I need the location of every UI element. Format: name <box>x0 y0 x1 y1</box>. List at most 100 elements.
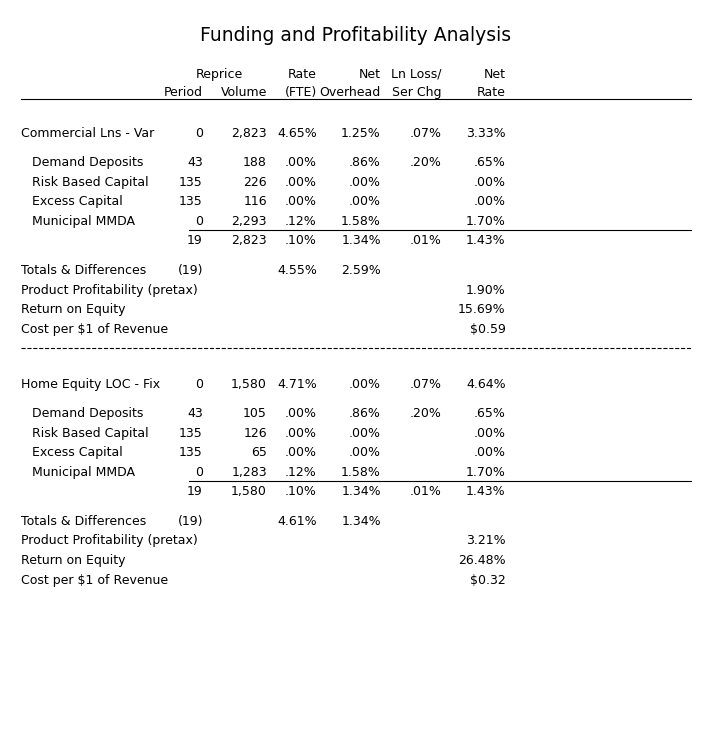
Text: $0.32: $0.32 <box>470 574 506 587</box>
Text: .10%: .10% <box>285 234 317 247</box>
Text: Overhead: Overhead <box>320 87 381 100</box>
Text: $0.59: $0.59 <box>470 323 506 336</box>
Text: 135: 135 <box>179 427 203 440</box>
Text: 0: 0 <box>195 466 203 479</box>
Text: 65: 65 <box>251 446 267 459</box>
Text: Period: Period <box>164 87 203 100</box>
Text: .00%: .00% <box>473 176 506 188</box>
Text: Reprice: Reprice <box>196 68 243 81</box>
Text: Risk Based Capital: Risk Based Capital <box>32 427 149 440</box>
Text: .01%: .01% <box>409 234 441 247</box>
Text: 4.65%: 4.65% <box>277 127 317 139</box>
Text: Return on Equity: Return on Equity <box>21 554 126 567</box>
Text: Cost per $1 of Revenue: Cost per $1 of Revenue <box>21 574 169 587</box>
Text: 135: 135 <box>179 446 203 459</box>
Text: 43: 43 <box>187 407 203 420</box>
Text: 26.48%: 26.48% <box>458 554 506 567</box>
Text: .00%: .00% <box>473 427 506 440</box>
Text: Volume: Volume <box>221 87 267 100</box>
Text: 105: 105 <box>243 407 267 420</box>
Text: Net: Net <box>359 68 381 81</box>
Text: .00%: .00% <box>349 446 381 459</box>
Text: Excess Capital: Excess Capital <box>32 446 122 459</box>
Text: .00%: .00% <box>349 378 381 391</box>
Text: .00%: .00% <box>285 407 317 420</box>
Text: 1.70%: 1.70% <box>466 215 506 228</box>
Text: .20%: .20% <box>409 156 441 169</box>
Text: 1,580: 1,580 <box>231 486 267 498</box>
Text: Home Equity LOC - Fix: Home Equity LOC - Fix <box>21 378 160 391</box>
Text: 226: 226 <box>244 176 267 188</box>
Text: (19): (19) <box>177 264 203 277</box>
Text: 1.25%: 1.25% <box>341 127 381 139</box>
Text: 1,580: 1,580 <box>231 378 267 391</box>
Text: .00%: .00% <box>285 427 317 440</box>
Text: 2,823: 2,823 <box>231 234 267 247</box>
Text: 1.34%: 1.34% <box>341 515 381 528</box>
Text: 4.64%: 4.64% <box>466 378 506 391</box>
Text: 0: 0 <box>195 378 203 391</box>
Text: 19: 19 <box>187 234 203 247</box>
Text: 4.55%: 4.55% <box>277 264 317 277</box>
Text: Product Profitability (pretax): Product Profitability (pretax) <box>21 535 198 547</box>
Text: (19): (19) <box>177 515 203 528</box>
Text: .12%: .12% <box>285 466 317 479</box>
Text: 0: 0 <box>195 215 203 228</box>
Text: Municipal MMDA: Municipal MMDA <box>32 466 135 479</box>
Text: 1.34%: 1.34% <box>341 486 381 498</box>
Text: 43: 43 <box>187 156 203 169</box>
Text: .10%: .10% <box>285 486 317 498</box>
Text: 15.69%: 15.69% <box>458 303 506 316</box>
Text: 1.43%: 1.43% <box>466 486 506 498</box>
Text: 2.59%: 2.59% <box>341 264 381 277</box>
Text: .07%: .07% <box>409 127 441 139</box>
Text: .86%: .86% <box>349 156 381 169</box>
Text: 2,823: 2,823 <box>231 127 267 139</box>
Text: 126: 126 <box>244 427 267 440</box>
Text: Product Profitability (pretax): Product Profitability (pretax) <box>21 284 198 296</box>
Text: Risk Based Capital: Risk Based Capital <box>32 176 149 188</box>
Text: 4.61%: 4.61% <box>277 515 317 528</box>
Text: .00%: .00% <box>285 195 317 208</box>
Text: Excess Capital: Excess Capital <box>32 195 122 208</box>
Text: Totals & Differences: Totals & Differences <box>21 264 147 277</box>
Text: .86%: .86% <box>349 407 381 420</box>
Text: .00%: .00% <box>285 176 317 188</box>
Text: Demand Deposits: Demand Deposits <box>32 407 143 420</box>
Text: (FTE): (FTE) <box>285 87 317 100</box>
Text: Cost per $1 of Revenue: Cost per $1 of Revenue <box>21 323 169 336</box>
Text: .00%: .00% <box>349 195 381 208</box>
Text: 135: 135 <box>179 176 203 188</box>
Text: 2,293: 2,293 <box>231 215 267 228</box>
Text: 135: 135 <box>179 195 203 208</box>
Text: .07%: .07% <box>409 378 441 391</box>
Text: .20%: .20% <box>409 407 441 420</box>
Text: Rate: Rate <box>288 68 317 81</box>
Text: 1.34%: 1.34% <box>341 234 381 247</box>
Text: 19: 19 <box>187 486 203 498</box>
Text: 0: 0 <box>195 127 203 139</box>
Text: Net: Net <box>483 68 506 81</box>
Text: 1.43%: 1.43% <box>466 234 506 247</box>
Text: Return on Equity: Return on Equity <box>21 303 126 316</box>
Text: 3.21%: 3.21% <box>466 535 506 547</box>
Text: 1.58%: 1.58% <box>341 466 381 479</box>
Text: 188: 188 <box>243 156 267 169</box>
Text: 116: 116 <box>244 195 267 208</box>
Text: .01%: .01% <box>409 486 441 498</box>
Text: .00%: .00% <box>473 446 506 459</box>
Text: Demand Deposits: Demand Deposits <box>32 156 143 169</box>
Text: Funding and Profitability Analysis: Funding and Profitability Analysis <box>201 26 511 45</box>
Text: Ser Chg: Ser Chg <box>392 87 441 100</box>
Text: .00%: .00% <box>285 156 317 169</box>
Text: 4.71%: 4.71% <box>277 378 317 391</box>
Text: Ln Loss/: Ln Loss/ <box>391 68 441 81</box>
Text: .00%: .00% <box>349 176 381 188</box>
Text: .65%: .65% <box>473 156 506 169</box>
Text: .00%: .00% <box>473 195 506 208</box>
Text: 3.33%: 3.33% <box>466 127 506 139</box>
Text: 1,283: 1,283 <box>231 466 267 479</box>
Text: .00%: .00% <box>285 446 317 459</box>
Text: 1.70%: 1.70% <box>466 466 506 479</box>
Text: .65%: .65% <box>473 407 506 420</box>
